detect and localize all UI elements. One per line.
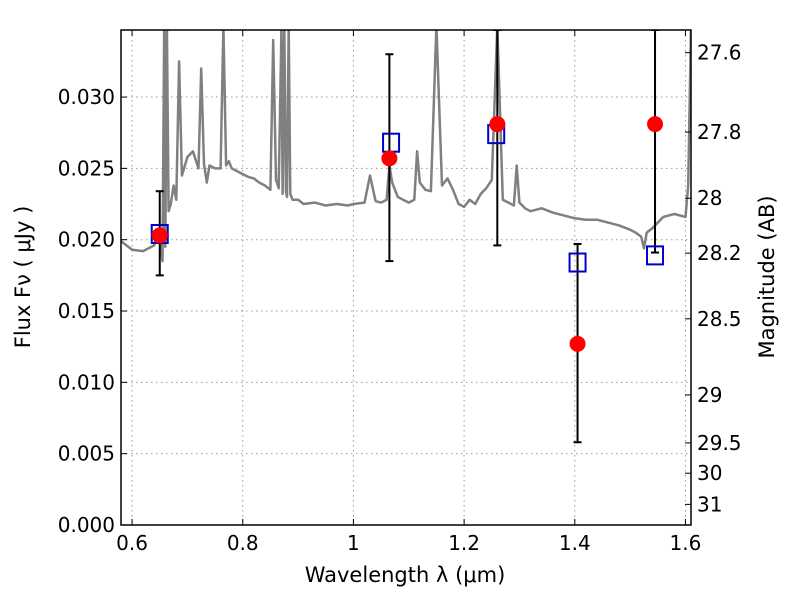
observed-point [647,116,664,133]
observed-point [381,150,398,167]
x-axis-label: Wavelength λ (μm) [305,563,506,587]
axes: 0.6 0.8 1 1.2 1.4 1.6 0.000 0.005 0.010 0.015 0.02… [58,30,742,555]
y-tick-label: 0.010 [58,370,115,394]
model-point [568,252,587,273]
observed-point [569,335,586,352]
mag-tick-label: 27.8 [697,120,742,144]
x-tick-label: 1.2 [448,531,480,555]
x-tick-label: 1.6 [670,531,702,555]
y-tick-label: 0.020 [58,228,115,252]
mag-tick-label: 29.5 [697,431,742,455]
observed-point [151,227,168,244]
y-axis-label-right: Magnitude (AB) [755,195,779,358]
y-tick-label: 0.025 [58,156,115,180]
y-axis-label-left: Flux Fν ( μJy ) [11,206,35,349]
model-point [382,132,401,153]
mag-tick-label: 28 [697,186,722,210]
y-tick-label: 0.015 [58,299,115,323]
y-tick-label: 0.000 [58,513,115,537]
observed-point [489,116,506,133]
plot-area [121,30,691,444]
mag-tick-label: 31 [697,492,722,516]
model-point [646,245,665,266]
mag-tick-label: 28.5 [697,307,742,331]
mag-tick-label: 27.6 [697,41,742,65]
plot-frame [120,29,692,526]
grid-lines [121,30,691,526]
x-tick-label: 0.8 [227,531,259,555]
mag-tick-label: 30 [697,461,722,485]
x-tick-label: 0.6 [116,531,148,555]
y-tick-label: 0.030 [58,85,115,109]
spectrum-line [121,30,691,263]
x-tick-label: 1.4 [559,531,591,555]
mag-tick-label: 29 [697,383,722,407]
mag-tick-label: 28.2 [697,241,742,265]
y-tick-label: 0.005 [58,442,115,466]
x-tick-label: 1 [347,531,360,555]
